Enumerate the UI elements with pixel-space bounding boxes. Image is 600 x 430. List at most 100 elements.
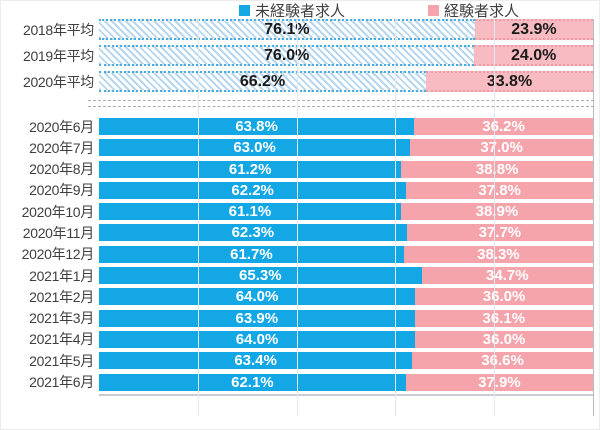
value-label-inexperienced: 61.1% <box>228 203 272 221</box>
row-label: 2018年平均 <box>22 21 94 38</box>
bar-segment-inexperienced: 64.0% <box>99 288 416 306</box>
bar-segment-experienced: 37.8% <box>406 181 593 199</box>
chart-row: 2021年1月 65.3% 34.7% <box>1 267 599 285</box>
chart-row: 2021年5月 63.4% 36.6% <box>1 352 599 370</box>
chart-row: 2021年2月 64.0% 36.0% <box>1 288 599 306</box>
value-label-experienced: 36.2% <box>482 118 525 135</box>
monthly-group: 2020年6月 63.8% 36.2% 2020年7月 63.0% 37.0% … <box>1 118 599 391</box>
bar-segment-experienced: 23.9% <box>474 19 593 40</box>
hidden-rows-separator <box>88 97 594 110</box>
legend-item: 経験者求人 <box>428 1 520 21</box>
bar-track: 63.0% 37.0% <box>99 139 593 157</box>
chart-row: 2020年平均 66.2% 33.8% <box>1 71 599 92</box>
bar-track: 61.1% 38.9% <box>99 203 593 221</box>
chart-row: 2020年9月 62.2% 37.8% <box>1 181 599 199</box>
bar-segment-experienced: 34.7% <box>421 267 593 285</box>
yearly-average-group: 2018年平均 76.1% 23.9% 2019年平均 76.0% 24.0% … <box>1 19 599 97</box>
value-label-inexperienced: 63.8% <box>235 118 278 135</box>
value-label-experienced: 37.9% <box>478 373 521 391</box>
bar-segment-inexperienced: 66.2% <box>99 71 427 92</box>
value-label-experienced: 33.8% <box>486 72 533 90</box>
value-label-experienced: 38.3% <box>477 245 520 263</box>
bar-segment-inexperienced: 62.1% <box>99 373 406 391</box>
chart-row: 2019年平均 76.0% 24.0% <box>1 45 599 66</box>
bar-track: 76.0% 24.0% <box>99 45 593 66</box>
value-label-inexperienced: 66.2% <box>239 72 286 90</box>
legend-swatch-icon <box>239 4 250 16</box>
bar-segment-inexperienced: 76.0% <box>99 45 475 66</box>
bar-segment-inexperienced: 63.9% <box>99 309 415 327</box>
row-label: 2021年5月 <box>29 352 94 369</box>
value-label-inexperienced: 62.1% <box>231 373 274 391</box>
bar-segment-inexperienced: 64.0% <box>99 330 416 348</box>
value-label-experienced: 38.9% <box>475 203 519 221</box>
bar-segment-experienced: 38.9% <box>400 203 593 221</box>
chart-row: 2020年12月 61.7% 38.3% <box>1 245 599 263</box>
chart-row: 2018年平均 76.1% 23.9% <box>1 19 599 40</box>
bar-segment-inexperienced: 63.8% <box>99 118 415 135</box>
bar-segment-experienced: 36.0% <box>415 330 593 348</box>
legend-label: 経験者求人 <box>444 2 520 20</box>
bar-track: 62.1% 37.9% <box>99 373 593 391</box>
bar-segment-experienced: 36.1% <box>414 309 593 327</box>
row-label: 2019年平均 <box>22 47 94 64</box>
row-label: 2020年10月 <box>21 203 95 220</box>
bar-segment-inexperienced: 62.3% <box>99 224 407 242</box>
value-label-inexperienced: 64.0% <box>235 288 279 306</box>
value-label-inexperienced: 65.3% <box>239 267 282 285</box>
value-label-experienced: 36.0% <box>482 330 526 348</box>
bar-track: 66.2% 33.8% <box>99 71 593 92</box>
row-label: 2020年7月 <box>29 139 94 156</box>
bar-segment-experienced: 33.8% <box>426 71 593 92</box>
legend-swatch-icon <box>428 4 440 16</box>
row-label: 2021年4月 <box>29 331 94 348</box>
bar-segment-inexperienced: 63.4% <box>99 352 413 370</box>
chart-row: 2020年6月 63.8% 36.2% <box>1 118 599 135</box>
row-label: 2020年12月 <box>21 246 95 263</box>
bar-segment-experienced: 37.9% <box>405 373 593 391</box>
bar-segment-inexperienced: 63.0% <box>99 139 411 157</box>
bar-segment-experienced: 36.2% <box>414 118 593 135</box>
chart-row: 2021年6月 62.1% 37.9% <box>1 373 599 391</box>
chart-row: 2020年10月 61.1% 38.9% <box>1 203 599 221</box>
value-label-experienced: 24.0% <box>511 46 557 64</box>
bar-segment-experienced: 36.6% <box>412 352 593 370</box>
value-label-inexperienced: 61.7% <box>230 245 273 263</box>
value-label-experienced: 37.0% <box>480 139 523 157</box>
bar-segment-inexperienced: 61.2% <box>99 160 402 178</box>
bar-segment-experienced: 38.8% <box>401 160 593 178</box>
bar-track: 63.8% 36.2% <box>99 118 593 135</box>
row-label: 2020年11月 <box>22 224 95 241</box>
bar-track: 76.1% 23.9% <box>99 19 593 40</box>
row-label: 2020年平均 <box>22 73 94 90</box>
chart-row: 2020年8月 61.2% 38.8% <box>1 160 599 178</box>
bar-track: 61.2% 38.8% <box>99 160 593 178</box>
value-label-inexperienced: 64.0% <box>235 330 279 348</box>
chart-row: 2020年11月 62.3% 37.7% <box>1 224 599 242</box>
bar-segment-experienced: 36.0% <box>415 288 593 306</box>
bar-track: 65.3% 34.7% <box>99 267 593 285</box>
value-label-experienced: 37.8% <box>478 181 521 199</box>
bar-track: 62.2% 37.8% <box>99 181 593 199</box>
value-label-inexperienced: 76.1% <box>264 20 310 38</box>
bar-segment-inexperienced: 62.2% <box>99 181 407 199</box>
value-label-experienced: 34.7% <box>486 267 529 285</box>
plot-right-border <box>593 19 594 416</box>
value-label-inexperienced: 63.0% <box>233 139 276 157</box>
chart-row: 2021年4月 64.0% 36.0% <box>1 330 599 348</box>
bar-segment-experienced: 24.0% <box>474 45 593 66</box>
value-label-experienced: 23.9% <box>511 20 557 38</box>
value-label-inexperienced: 63.9% <box>235 309 279 327</box>
value-label-inexperienced: 62.3% <box>231 224 275 242</box>
bar-track: 64.0% 36.0% <box>99 288 593 306</box>
bar-track: 62.3% 37.7% <box>99 224 593 242</box>
bar-track: 61.7% 38.3% <box>99 245 593 263</box>
legend: 未経験者求人 経験者求人 <box>1 1 599 21</box>
legend-label: 未経験者求人 <box>255 2 346 20</box>
row-label: 2021年3月 <box>29 310 94 327</box>
value-label-experienced: 38.8% <box>475 160 519 178</box>
bar-segment-inexperienced: 76.1% <box>99 19 475 40</box>
chart-row: 2020年7月 63.0% 37.0% <box>1 139 599 157</box>
row-label: 2021年1月 <box>29 267 94 284</box>
